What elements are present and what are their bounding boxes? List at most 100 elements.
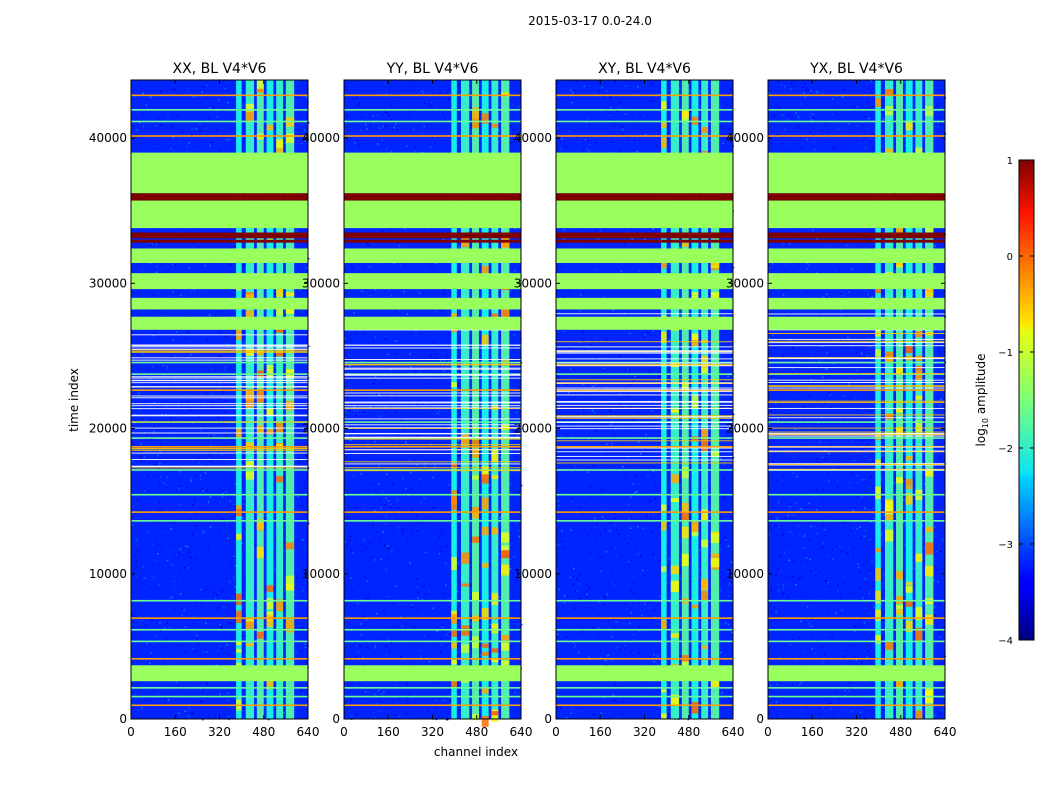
rfi-row	[556, 109, 733, 111]
y-tick-label: 40000	[726, 131, 764, 145]
flagged-band	[556, 273, 733, 290]
rfi-row	[556, 469, 733, 471]
rfi-row	[131, 373, 308, 375]
rfi-row	[344, 628, 521, 631]
rfi-row	[131, 695, 308, 698]
rfi-row	[768, 687, 945, 689]
x-axis-label: channel index	[433, 745, 519, 759]
heatmap-panel: XY, BL V4*V6 0 160 320 480 640 0 10000 20000 3000…	[514, 61, 745, 739]
rfi-column	[701, 80, 709, 719]
flagged-band	[768, 273, 945, 290]
x-tick-label: 640	[297, 725, 320, 739]
rfi-column	[670, 80, 680, 719]
y-tick-label: 20000	[514, 422, 552, 436]
flagged-band	[556, 152, 733, 194]
flagged-band	[131, 248, 308, 263]
rfi-row	[344, 599, 521, 602]
y-tick-label: 20000	[726, 422, 764, 436]
rfi-row	[131, 599, 308, 602]
rfi-column	[491, 80, 499, 719]
rfi-rows	[556, 94, 733, 707]
rfi-column	[236, 80, 242, 719]
saturated-band	[556, 232, 733, 239]
saturated-band	[556, 239, 733, 243]
rfi-row	[344, 421, 521, 423]
rfi-row	[768, 94, 945, 97]
flagged-bands	[768, 152, 945, 682]
rfi-row	[556, 445, 733, 448]
rfi-row	[344, 520, 521, 522]
colorbar-tick-label: 0	[1007, 252, 1013, 263]
rfi-row	[556, 94, 733, 97]
y-tick-label: 30000	[89, 276, 127, 290]
rfi-column	[661, 80, 667, 719]
saturated-band	[344, 239, 521, 243]
rfi-row	[768, 599, 945, 602]
rfi-column	[710, 80, 720, 719]
y-tick-label: 10000	[302, 567, 340, 581]
rfi-column	[460, 80, 470, 719]
y-tick-label: 20000	[89, 422, 127, 436]
rfi-rows	[344, 94, 521, 707]
rfi-row	[556, 640, 733, 643]
flagged-band	[131, 152, 308, 194]
rfi-row	[131, 109, 308, 111]
rfi-row	[768, 640, 945, 643]
rfi-row	[344, 135, 521, 137]
flagged-band	[131, 273, 308, 290]
rfi-row	[556, 493, 733, 496]
rfi-rows	[131, 94, 308, 707]
flagged-band	[131, 665, 308, 682]
colorbar-tick-label: −4	[998, 636, 1013, 647]
rfi-row	[556, 373, 733, 375]
rfi-row	[131, 361, 308, 364]
flagged-band	[344, 200, 521, 229]
panel-title: YY, BL V4*V6	[386, 61, 479, 77]
colorbar-label: log10 amplitude	[973, 353, 991, 447]
rfi-row	[768, 628, 945, 631]
rfi-row	[556, 520, 733, 522]
rfi-row	[768, 617, 945, 619]
rfi-row	[768, 493, 945, 496]
x-tick-label: 480	[677, 725, 700, 739]
flagged-band	[131, 316, 308, 330]
rfi-row	[131, 628, 308, 631]
rfi-row	[131, 704, 308, 707]
rfi-row	[768, 695, 945, 698]
y-tick-label: 30000	[302, 276, 340, 290]
flagged-band	[768, 200, 945, 229]
x-tick-label: 320	[208, 725, 231, 739]
x-tick-label: 0	[552, 725, 560, 739]
y-tick-label: 40000	[89, 131, 127, 145]
colorbar-tick-label: −1	[998, 348, 1013, 359]
x-tick-label: 640	[510, 725, 533, 739]
rfi-row	[344, 511, 521, 513]
saturated-band	[768, 193, 945, 201]
rfi-row	[768, 361, 945, 364]
colorbar-tick-label: −3	[998, 540, 1013, 551]
saturated-band	[344, 232, 521, 239]
heatmap-panels: XX, BL V4*V6 0 160 320 480 640 0 10000 20000 3000…	[89, 61, 957, 739]
rfi-row	[556, 704, 733, 707]
flagged-band	[344, 248, 521, 263]
rfi-row	[131, 511, 308, 513]
rfi-column	[925, 80, 934, 719]
x-tick-label: 0	[764, 725, 772, 739]
flagged-band	[344, 152, 521, 194]
rfi-row	[556, 687, 733, 689]
rfi-row	[768, 109, 945, 111]
rfi-row	[768, 437, 945, 439]
rfi-row	[556, 437, 733, 439]
rfi-row	[768, 658, 945, 660]
figure-title: 2015-03-17 0.0-24.0	[528, 14, 652, 28]
x-tick-label: 640	[934, 725, 957, 739]
heatmap-panel: YY, BL V4*V6 0 160 320 480 640 0 10000 20000 3000…	[302, 61, 533, 739]
panel-title: XY, BL V4*V6	[598, 61, 691, 77]
rfi-column	[884, 80, 894, 719]
rfi-row	[344, 361, 521, 364]
y-tick-label: 20000	[302, 422, 340, 436]
rfi-row	[344, 493, 521, 496]
x-tick-label: 160	[589, 725, 612, 739]
rfi-row	[344, 94, 521, 97]
flagged-bands	[556, 152, 733, 682]
